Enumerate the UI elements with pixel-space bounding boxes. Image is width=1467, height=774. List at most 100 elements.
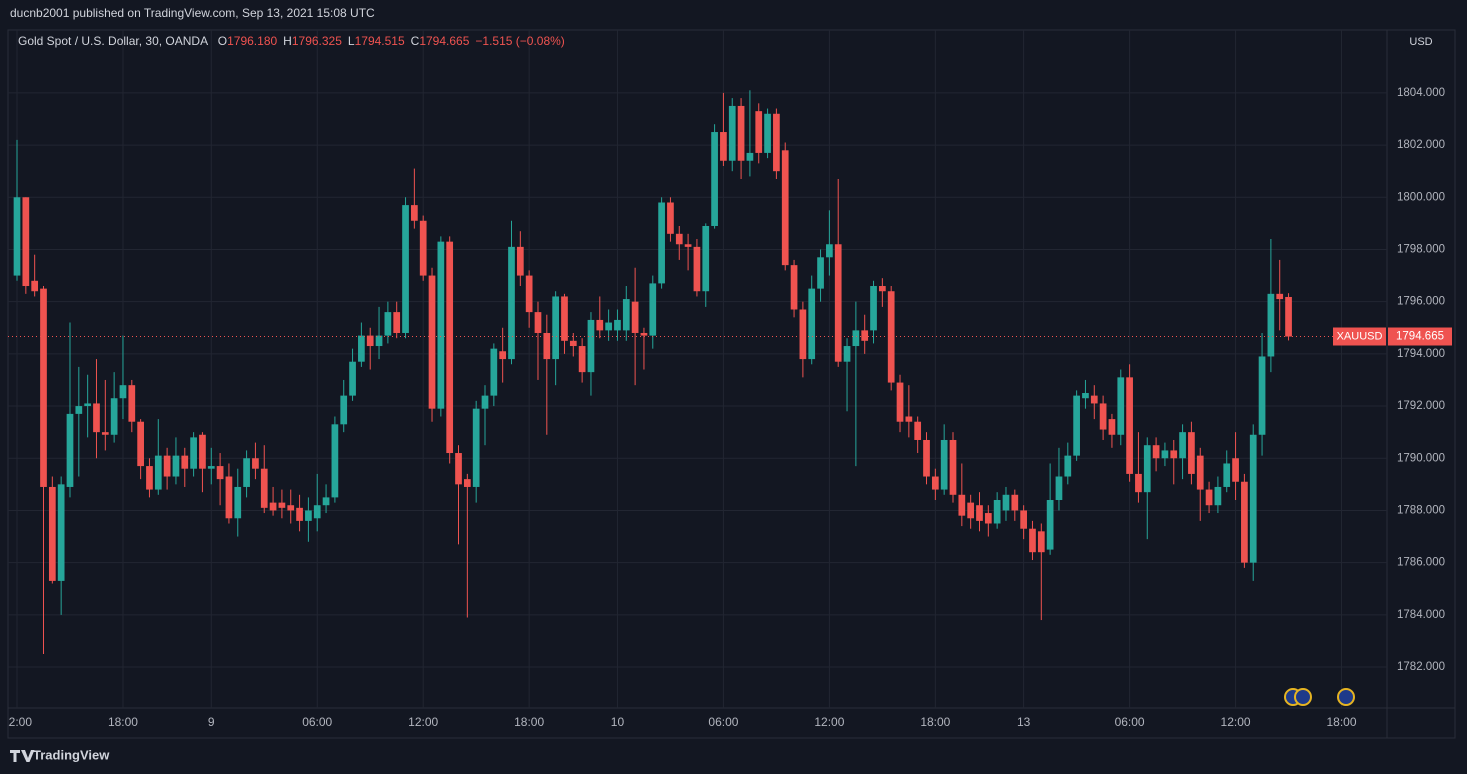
candle-body [225,476,233,519]
candle-body [543,332,551,360]
candle-body [411,205,418,221]
candle-body [596,319,604,331]
readout-value: 1796.325 [292,34,342,48]
price-axis: 1782.000 1784.000 1786.000 1788.000 1790.000… [1397,87,1445,673]
candle-body [428,275,436,409]
x-tick-label: 06:00 [302,715,332,729]
x-tick-label: 06:00 [708,715,738,729]
candle-body [826,244,833,258]
brand-logo: TradingView [10,747,110,762]
candle-body [940,439,948,490]
candle-body [1143,445,1151,493]
x-tick-label: 12:00 [2,715,32,729]
candle-body [199,434,206,469]
candle-body [587,319,595,373]
candle-body [799,309,807,360]
x-tick-label: 06:00 [1115,715,1145,729]
candle-body [675,233,683,245]
candle-body [287,505,295,511]
readout-key: L [348,34,355,48]
published-note: ducnb2001 published on TradingView.com, … [10,6,375,20]
candle-body [746,152,754,161]
last-price-group: XAUUSD 1794.665 [8,327,1452,346]
y-tick-label: 1798.000 [1397,244,1445,256]
candle-body [852,330,860,347]
x-tick-label: 12:00 [1221,715,1251,729]
candle-body [1232,458,1239,482]
candle-body [755,111,763,153]
candle-body [499,351,507,360]
candle-body [366,335,374,347]
candle-body [1285,296,1292,337]
candle-body [340,395,348,425]
event-icon [1337,688,1355,706]
candle-body [181,455,189,469]
candle-body [163,455,171,477]
candle-body [817,257,824,289]
y-tick-label: 1784.000 [1397,609,1445,621]
candle-body [569,340,577,347]
frame [7,29,1456,739]
candle-body [260,468,268,508]
candle-body [1196,455,1204,490]
x-tick-label: 9 [208,715,215,729]
candle-body [137,421,144,467]
candle-body [40,288,47,487]
candle-body [1099,403,1107,430]
candle-body [1117,377,1125,435]
currency-label: USD [1409,36,1432,48]
candle-body [931,476,939,490]
candle-body [48,486,56,581]
candle-body [1029,528,1036,553]
candle-body [949,439,957,495]
candle-body [737,105,745,161]
y-tick-label: 1782.000 [1397,661,1445,673]
candle-body [1126,377,1133,474]
candle-body [331,424,339,498]
candle-body [684,244,692,247]
candle-body [358,335,365,362]
candle-body [375,335,383,347]
y-tick-label: 1794.000 [1397,348,1445,360]
candle-body [172,455,180,477]
candle-body [508,246,515,360]
candle-body [313,505,321,519]
candle-body [605,322,612,331]
candle-body [525,275,533,313]
candle-body [693,246,701,292]
candle-body [631,301,639,333]
candle-body [384,312,392,336]
candle-body [252,458,259,469]
candle-body [1276,293,1284,300]
candle-body [1046,500,1054,550]
candle-body [93,403,100,433]
candle-body [516,246,524,276]
candle-body [790,265,798,310]
symbol-tag [1333,327,1386,346]
candle-body [896,382,904,422]
brand-icon [10,750,35,762]
readout-key: H [283,34,292,48]
candle-body [534,312,542,333]
candle-body [128,385,136,422]
candle-body [702,225,710,292]
candle-body [993,500,1001,524]
brand-name: TradingView [33,747,110,762]
candle-body [31,280,39,292]
candle-body [146,466,153,490]
candle-body [455,453,462,485]
candle-body [728,105,736,161]
x-tick-label: 10 [611,715,625,729]
candle-body [1241,481,1248,563]
x-tick-label: 12:00 [408,715,438,729]
candle-body [119,385,127,399]
symbol-title: Gold Spot / U.S. Dollar, 30, OANDA [18,34,208,48]
last-price-tag [1388,327,1452,346]
x-tick-label: 18:00 [920,715,950,729]
x-tick-label: 18:00 [1327,715,1357,729]
candle-body [296,507,303,521]
candle-body [622,299,630,331]
candle-body [349,361,356,396]
y-tick-label: 1790.000 [1397,452,1445,464]
